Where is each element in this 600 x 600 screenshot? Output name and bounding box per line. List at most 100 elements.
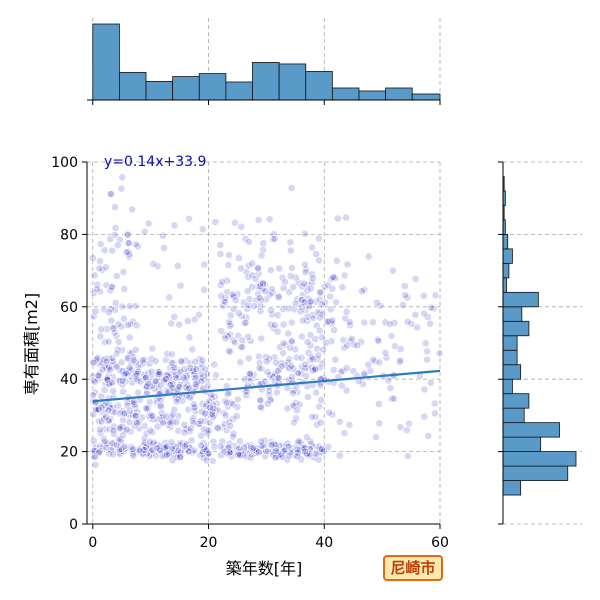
scatter-point [266, 306, 275, 315]
scatter-point [109, 450, 118, 459]
scatter-point [252, 447, 261, 456]
scatter-point [223, 390, 232, 399]
right-hist-bar [502, 422, 560, 438]
top-hist-bar [92, 23, 120, 101]
scatter-point [297, 302, 306, 311]
x-tick-label: 40 [315, 535, 333, 551]
scatter-point [385, 320, 394, 328]
scatter-point [255, 364, 264, 372]
scatter-point [214, 424, 223, 432]
scatter-point [233, 451, 242, 459]
scatter-point [283, 455, 292, 464]
scatter-point [179, 373, 188, 382]
scatter-point [133, 418, 142, 427]
scatter-point [96, 287, 104, 296]
scatter-point [134, 388, 142, 397]
scatter-point [411, 274, 420, 283]
scatter-point [170, 312, 178, 321]
scatter-point [124, 230, 132, 239]
scatter-point [279, 349, 287, 357]
scatter-point [168, 444, 177, 453]
scatter-point [177, 357, 186, 366]
scatter-point [148, 344, 157, 353]
scatter-point [170, 221, 179, 230]
scatter-point [120, 370, 129, 379]
y-tick-label: 0 [69, 517, 78, 533]
x-tick-label: 0 [88, 535, 97, 551]
scatter-point [343, 341, 352, 350]
scatter-point [420, 412, 429, 421]
scatter-point [311, 449, 320, 458]
scatter-point [173, 453, 181, 462]
scatter-point [185, 214, 193, 223]
scatter-point [279, 339, 288, 348]
scatter-point [131, 240, 140, 249]
scatter-point [221, 334, 230, 343]
scatter-point [104, 337, 113, 346]
scatter-point [342, 213, 350, 222]
scatter-point [369, 318, 377, 327]
scatter-point [114, 337, 123, 346]
scatter-point [109, 426, 118, 435]
scatter-point [303, 338, 312, 346]
scatter-point [263, 368, 272, 376]
scatter-point [187, 436, 196, 445]
scatter-point [314, 256, 323, 265]
scatter-point [200, 285, 209, 294]
scatter-point [297, 353, 306, 362]
scatter-point [245, 295, 254, 303]
scatter-point [270, 234, 279, 243]
scatter-point [301, 260, 309, 269]
scatter-point [218, 277, 226, 286]
right-histogram [502, 176, 577, 496]
scatter-point [314, 351, 323, 360]
scatter-point [275, 264, 284, 273]
scatter-point [138, 356, 147, 365]
scatter-point [144, 379, 153, 388]
scatter-point [315, 326, 324, 335]
scatter-point [91, 460, 100, 469]
scatter-point [167, 358, 176, 367]
scatter-point [256, 301, 265, 310]
scatter-point [175, 382, 184, 391]
scatter-point [175, 320, 183, 329]
scatter-point [151, 377, 160, 386]
scatter-point [296, 307, 305, 316]
scatter-point [421, 339, 430, 348]
scatter-point [332, 298, 340, 307]
scatter-point [93, 355, 101, 363]
scatter-point [284, 442, 293, 451]
scatter-point [200, 260, 209, 269]
scatter-point [91, 307, 100, 316]
scatter-point [108, 283, 116, 292]
right-hist-bar [502, 262, 510, 279]
right-hist-bar [502, 364, 522, 380]
scatter-point [210, 360, 218, 369]
scatter-point [294, 437, 303, 446]
scatter-point [196, 417, 205, 425]
scatter-point [169, 447, 178, 455]
scatter-point [315, 402, 324, 411]
scatter-point [396, 423, 405, 432]
scatter-point [307, 270, 316, 279]
scatter-point [131, 301, 140, 310]
right-hist-bar [502, 465, 569, 481]
scatter-point [147, 411, 156, 419]
scatter-point [331, 355, 340, 364]
scatter-point [100, 437, 109, 446]
scatter-point [278, 273, 287, 282]
scatter-point [291, 345, 300, 354]
scatter-point [237, 312, 246, 320]
scatter-point [338, 283, 347, 292]
scatter-point [109, 387, 118, 395]
scatter-point [111, 299, 120, 307]
scatter-point [95, 264, 104, 273]
scatter-point [287, 361, 296, 370]
scatter-point [112, 272, 121, 280]
scatter-point [113, 345, 122, 354]
scatter-point [257, 334, 266, 343]
scatter-point [256, 279, 265, 288]
scatter-point [237, 222, 246, 231]
scatter-point [375, 358, 384, 367]
scatter-point [285, 288, 294, 297]
